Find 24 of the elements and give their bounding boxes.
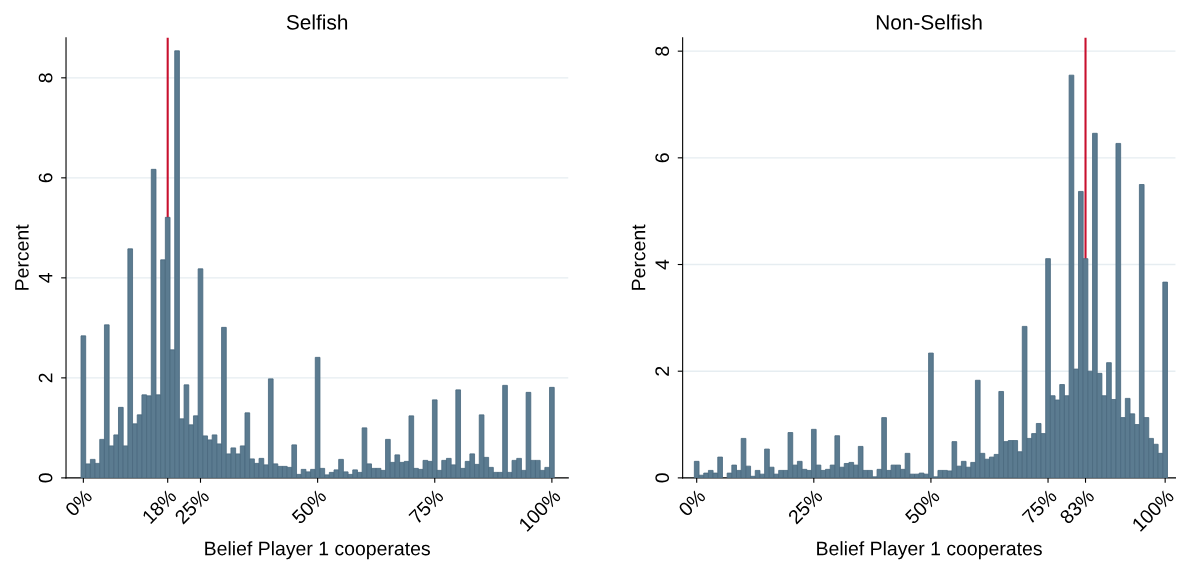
y-tick-label: 8 bbox=[655, 46, 670, 56]
x-tick-label: 0% bbox=[64, 488, 93, 518]
y-axis-title: Percent bbox=[631, 224, 646, 290]
y-tick-label: 0 bbox=[38, 473, 53, 483]
y-tick-label: 8 bbox=[38, 73, 53, 83]
x-axis-title: Belief Player 1 cooperates bbox=[817, 541, 1042, 560]
y-tick-label: 4 bbox=[655, 259, 669, 270]
x-tick-label: 0% bbox=[677, 488, 707, 518]
chart-title: Non-Selfish bbox=[876, 14, 982, 30]
x-tick-label: 50% bbox=[291, 488, 328, 525]
x-tick-label: 75% bbox=[1021, 488, 1058, 525]
y-tick-label: 6 bbox=[655, 153, 670, 163]
y-tick-label: 0 bbox=[655, 473, 670, 483]
y-tick-label: 4 bbox=[38, 273, 53, 283]
y-tick-label: 6 bbox=[38, 173, 53, 183]
x-tick-label: 75% bbox=[408, 488, 445, 525]
x-tick-label: 25% bbox=[787, 488, 824, 525]
x-tick-label: 83% bbox=[1058, 488, 1096, 525]
y-axis-title: Percent bbox=[15, 224, 29, 290]
y-tick-label: 2 bbox=[655, 366, 669, 376]
chart-title: Selfish bbox=[286, 14, 348, 30]
y-tick-label: 2 bbox=[38, 373, 53, 383]
x-axis-title: Belief Player 1 cooperates bbox=[205, 541, 430, 560]
x-tick-label: 50% bbox=[904, 488, 941, 525]
